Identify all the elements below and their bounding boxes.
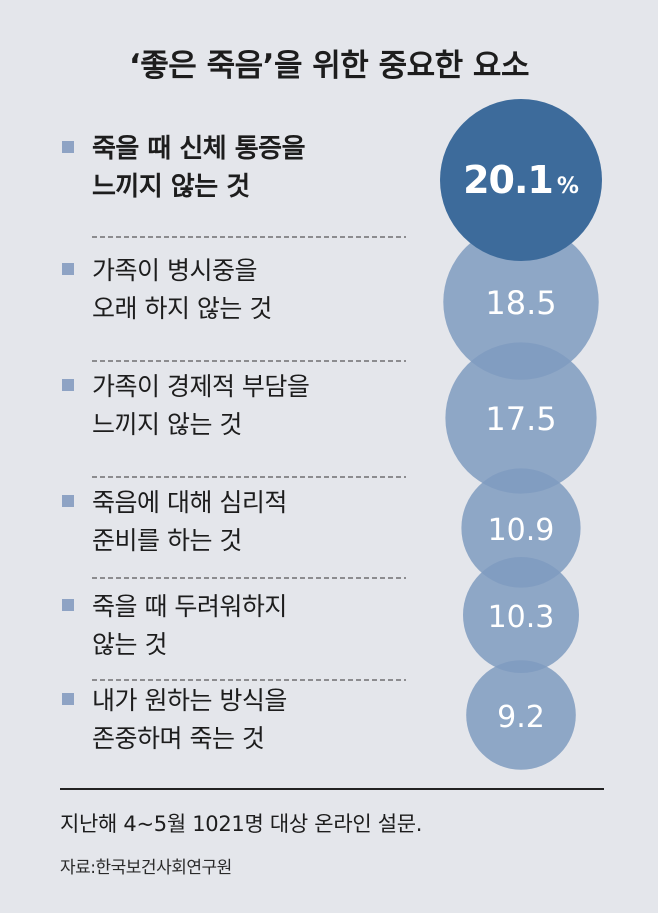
bullet-marker bbox=[62, 379, 74, 391]
source-text: 자료:한국보건사회연구원 bbox=[60, 858, 232, 878]
category-label: 준비를 하는 것 bbox=[92, 526, 242, 555]
category-label: 죽음에 대해 심리적 bbox=[92, 488, 287, 517]
category-label: 죽을 때 신체 통증을 bbox=[92, 134, 305, 164]
value-label: 9.2 bbox=[497, 700, 545, 735]
value-label: 17.5 bbox=[485, 400, 556, 438]
value-bubble bbox=[440, 99, 602, 261]
bullet-marker bbox=[62, 263, 74, 275]
value-label: 10.9 bbox=[488, 513, 555, 548]
chart-title: ‘좋은 죽음’을 위한 중요한 요소 bbox=[129, 48, 529, 84]
survey-note: 지난해 4~5월 1021명 대상 온라인 설문. bbox=[60, 812, 423, 836]
category-label: 가족이 병시중을 bbox=[92, 256, 257, 285]
footer-divider bbox=[60, 788, 604, 790]
category-label: 죽을 때 두려워하지 bbox=[92, 592, 287, 621]
value-label: 10.3 bbox=[488, 600, 555, 635]
value-label: 20.1% bbox=[463, 158, 579, 202]
value-bubble bbox=[443, 224, 599, 380]
bullet-marker bbox=[62, 693, 74, 705]
bullet-marker bbox=[62, 599, 74, 611]
category-label: 않는 것 bbox=[92, 630, 167, 659]
value-bubble bbox=[445, 342, 597, 494]
value-bubble bbox=[463, 557, 579, 673]
category-label: 오래 하지 않는 것 bbox=[92, 294, 272, 323]
category-label: 존중하며 죽는 것 bbox=[92, 724, 264, 753]
value-bubble bbox=[461, 468, 581, 588]
category-label: 가족이 경제적 부담을 bbox=[92, 372, 309, 401]
category-label: 느끼지 않는 것 bbox=[92, 410, 242, 439]
value-bubble bbox=[466, 660, 576, 770]
bullet-marker bbox=[62, 495, 74, 507]
value-label: 18.5 bbox=[485, 284, 556, 322]
category-label: 느끼지 않는 것 bbox=[92, 172, 250, 202]
bullet-marker bbox=[62, 141, 74, 153]
category-label: 내가 원하는 방식을 bbox=[92, 686, 287, 715]
